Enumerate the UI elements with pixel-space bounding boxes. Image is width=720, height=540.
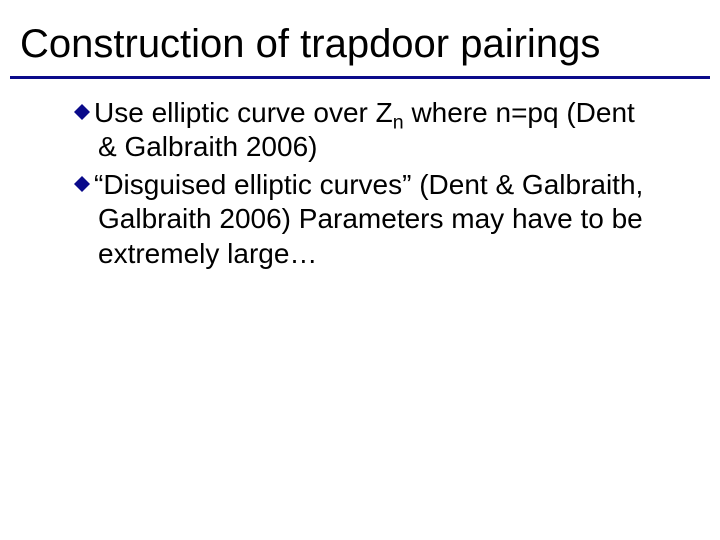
bullet-lead: “Disguised: [94, 169, 226, 200]
diamond-bullet-icon: [74, 104, 90, 120]
slide-title: Construction of trapdoor pairings: [20, 22, 700, 66]
slide: Construction of trapdoor pairings Use el…: [0, 0, 720, 540]
slide-body: Use elliptic curve over Zn where n=pq (D…: [78, 96, 660, 275]
bullet-text: Use elliptic curve over Zn where n=pq (D…: [78, 96, 660, 164]
subscript: n: [393, 112, 404, 134]
bullet-item: Use elliptic curve over Zn where n=pq (D…: [78, 96, 660, 164]
diamond-bullet-icon: [74, 176, 90, 192]
title-underline: [10, 76, 710, 79]
bullet-item: “Disguised elliptic curves” (Dent & Galb…: [78, 168, 660, 270]
bullet-lead: Use: [94, 97, 144, 128]
bullet-segment: elliptic curve over Z: [144, 97, 393, 128]
bullet-text: “Disguised elliptic curves” (Dent & Galb…: [78, 168, 660, 270]
